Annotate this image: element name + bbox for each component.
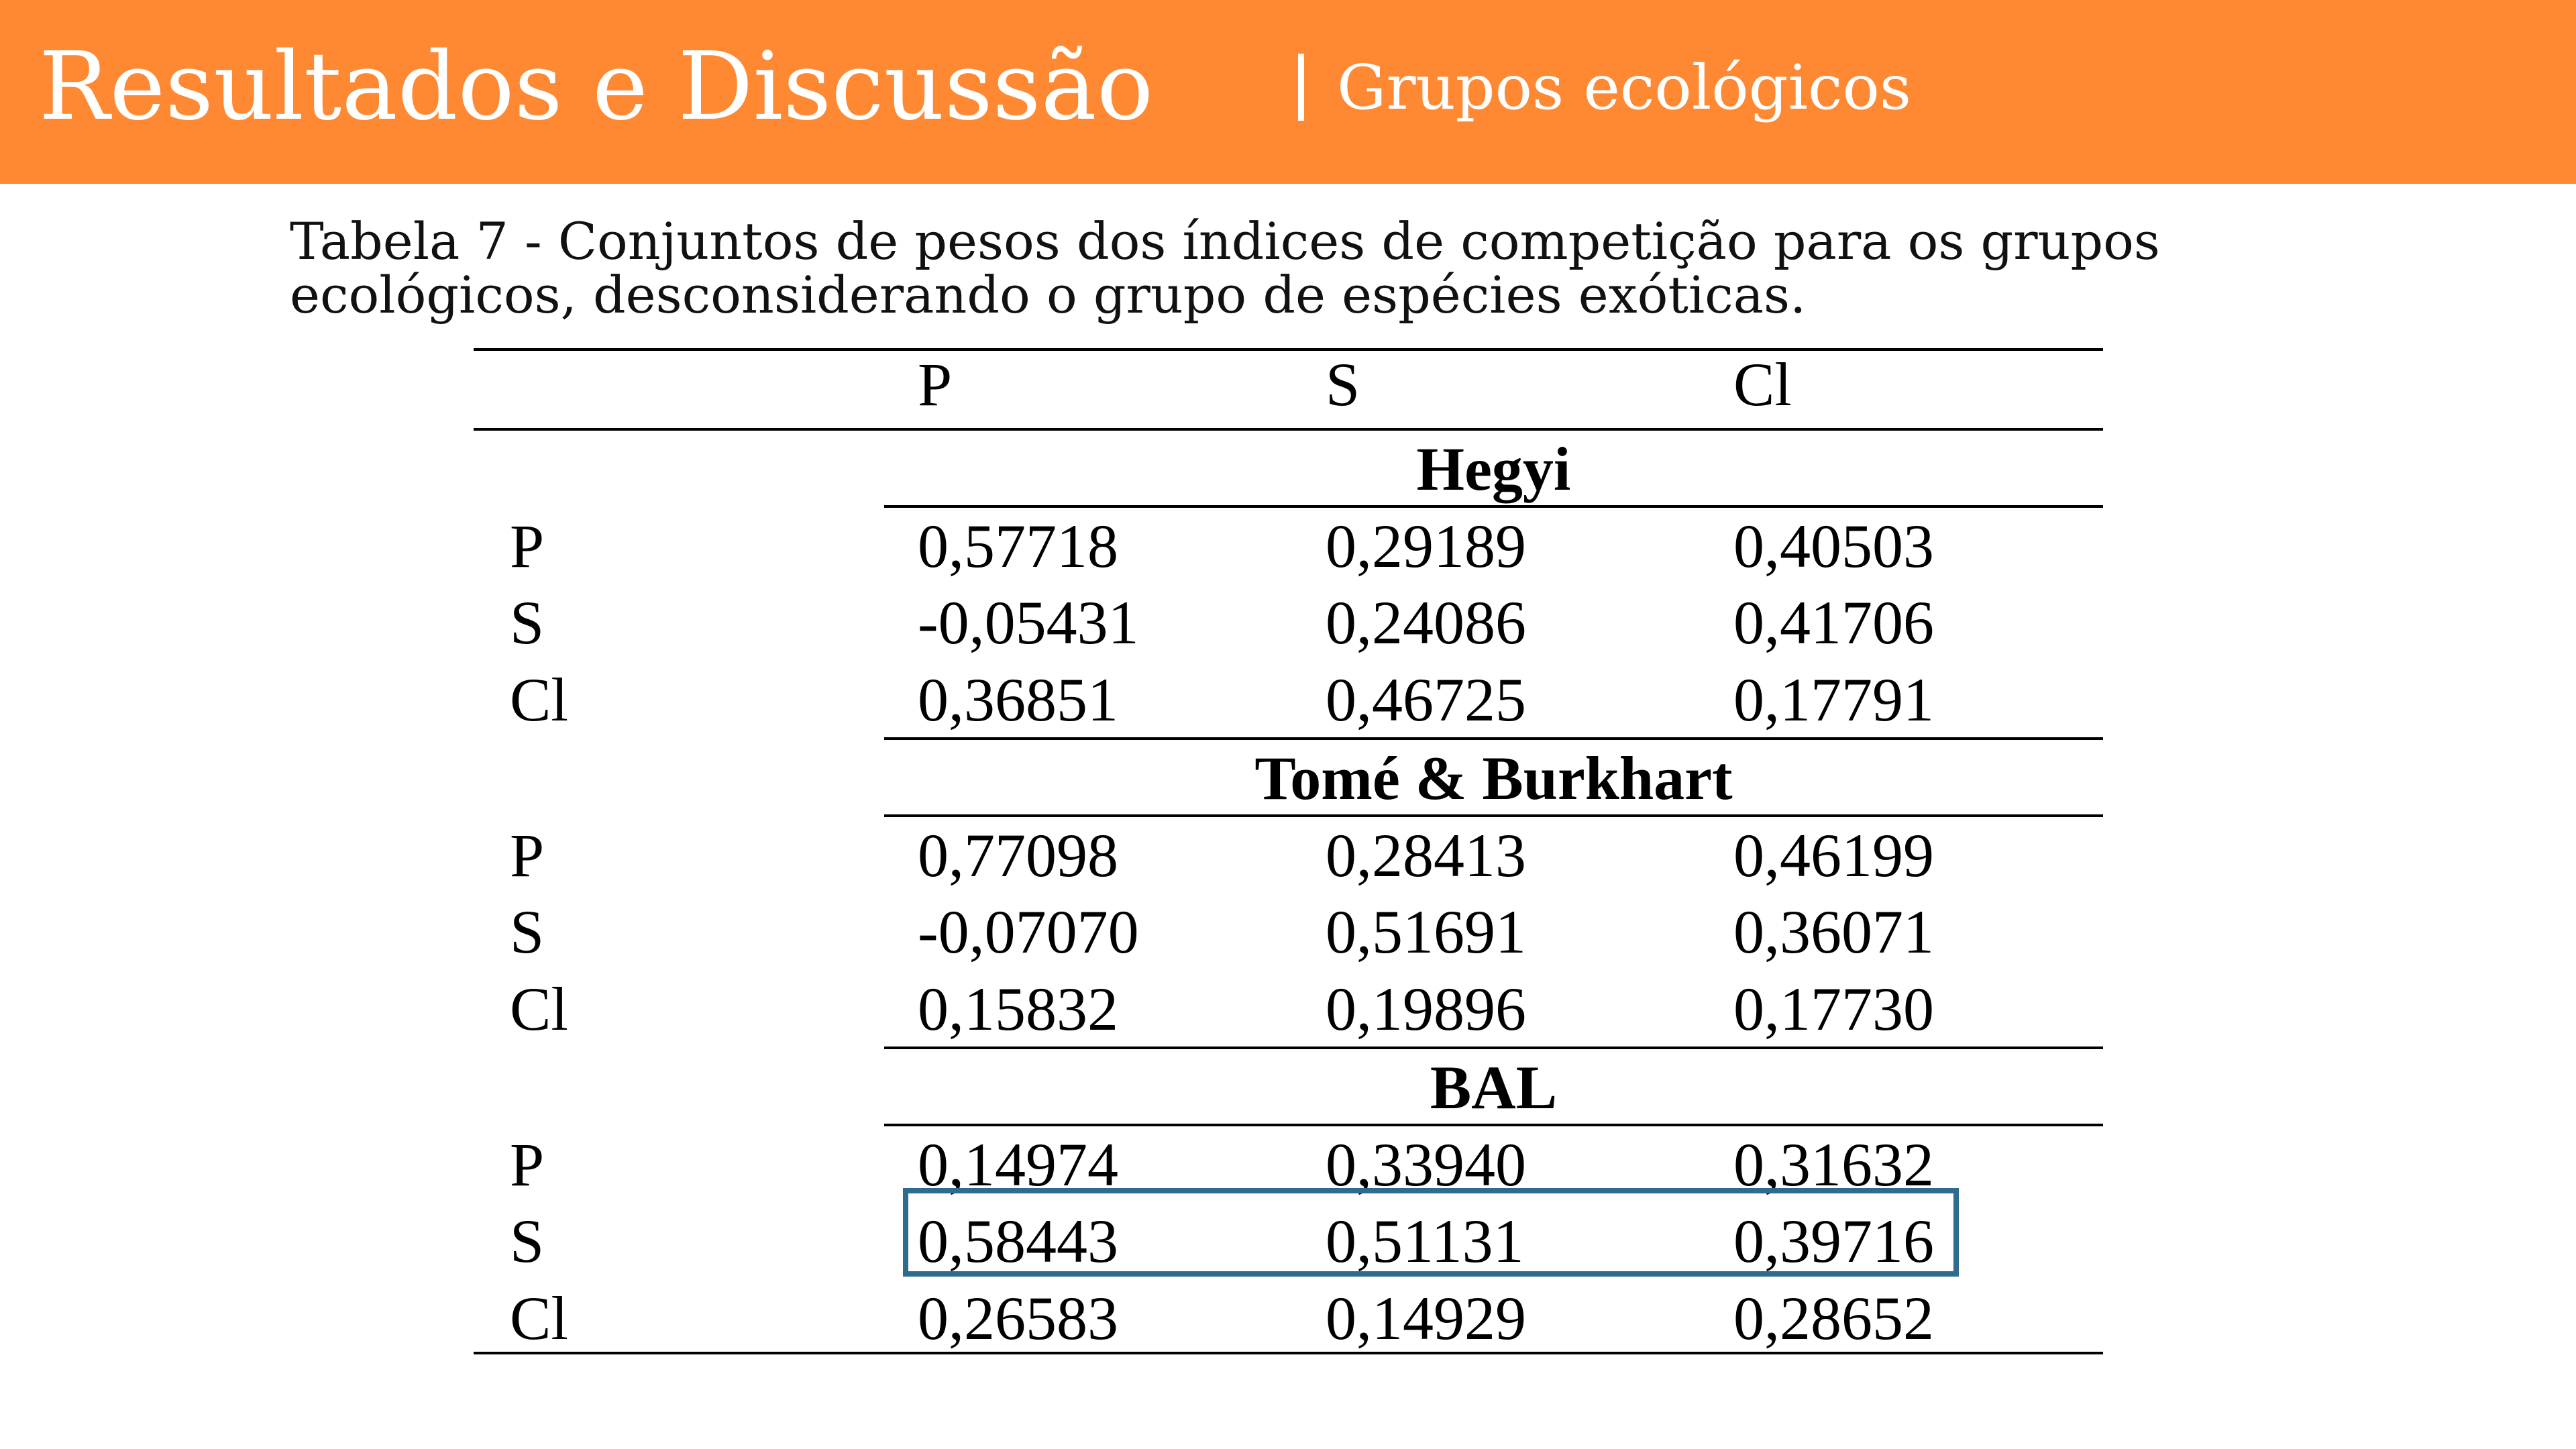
- row-label: P: [510, 1130, 545, 1199]
- table-cell: -0,07070: [918, 898, 1139, 966]
- table-cell: 0,15832: [918, 974, 1118, 1043]
- group-separator-rule: [884, 737, 2103, 740]
- table-cell: 0,17791: [1733, 665, 1934, 734]
- group-title: BAL: [1430, 1053, 1558, 1122]
- table-cell: 0,36851: [918, 665, 1118, 734]
- page-title: Resultados e Discussão: [39, 32, 1154, 142]
- column-header-cl: Cl: [1733, 350, 1792, 419]
- table-bottom-rule: [474, 1352, 2103, 1354]
- group-separator-rule: [884, 1046, 2103, 1049]
- table-cell: 0,28413: [1326, 820, 1526, 890]
- group-title-rule: [884, 1123, 2103, 1126]
- row-label: P: [510, 511, 545, 580]
- table-cell: 0,51131: [1326, 1207, 1524, 1275]
- group-title: Tomé & Burkhart: [1254, 744, 1733, 812]
- table-cell: 0,41706: [1733, 588, 1934, 657]
- row-label: Cl: [510, 974, 568, 1043]
- row-label: Cl: [510, 1283, 568, 1352]
- table-cell: 0,26583: [918, 1283, 1118, 1352]
- group-title: Hegyi: [1416, 435, 1571, 503]
- table-cell: 0,39716: [1733, 1207, 1934, 1275]
- row-label: P: [510, 820, 545, 890]
- table-cell: 0,77098: [918, 820, 1118, 890]
- table-cell: 0,28652: [1733, 1283, 1934, 1352]
- table-cell: 0,51691: [1326, 898, 1526, 966]
- table-cell: 0,24086: [1326, 588, 1526, 657]
- table-cell: 0,36071: [1733, 898, 1934, 966]
- column-header-p: P: [918, 350, 953, 419]
- table-caption: Tabela 7 - Conjuntos de pesos dos índice…: [290, 215, 2369, 322]
- table-cell: -0,05431: [918, 588, 1139, 657]
- page-subtitle: Grupos ecológicos: [1337, 52, 1912, 123]
- table-cell: 0,14974: [918, 1130, 1118, 1199]
- caption-line-2: ecológicos, desconsiderando o grupo de e…: [290, 265, 1807, 325]
- table-top-rule: [474, 348, 2103, 351]
- table-cell: 0,40503: [1733, 511, 1934, 580]
- table-cell: 0,57718: [918, 511, 1118, 580]
- row-label: S: [510, 1207, 545, 1275]
- header-separator: [1298, 54, 1304, 121]
- table-cell: 0,33940: [1326, 1130, 1526, 1199]
- table-cell: 0,17730: [1733, 974, 1934, 1043]
- row-label: Cl: [510, 665, 568, 734]
- highlight-box: [903, 1188, 1959, 1277]
- table-cell: 0,31632: [1733, 1130, 1934, 1199]
- row-label: S: [510, 588, 545, 657]
- column-header-s: S: [1326, 350, 1360, 419]
- table-cell: 0,19896: [1326, 974, 1526, 1043]
- table-cell: 0,46725: [1326, 665, 1526, 734]
- caption-line-1: Tabela 7 - Conjuntos de pesos dos índice…: [290, 211, 2160, 271]
- row-label: S: [510, 898, 545, 966]
- group-title-rule: [884, 814, 2103, 817]
- header-bar: Resultados e Discussão Grupos ecológicos: [0, 0, 2576, 184]
- table-cell: 0,58443: [918, 1207, 1118, 1275]
- table-cell: 0,29189: [1326, 511, 1526, 580]
- table-cell: 0,46199: [1733, 820, 1934, 890]
- table-cell: 0,14929: [1326, 1283, 1526, 1352]
- group-title-rule: [884, 504, 2103, 508]
- header-bottom-rule: [474, 428, 2103, 431]
